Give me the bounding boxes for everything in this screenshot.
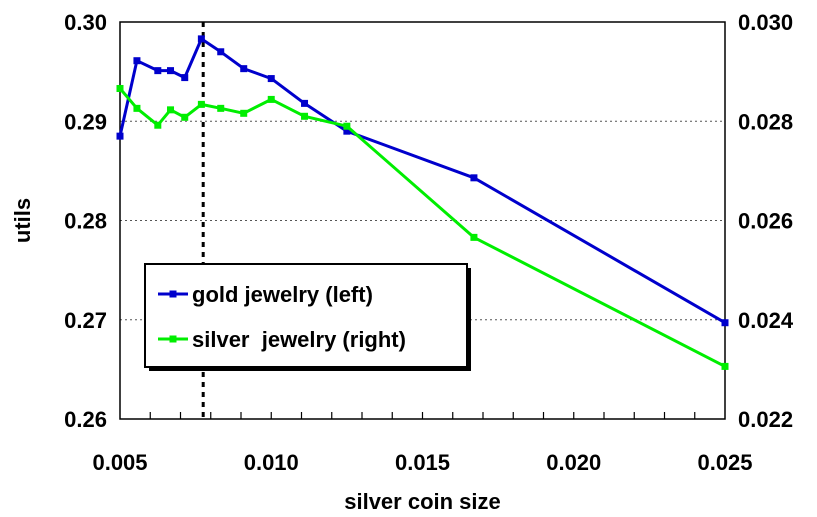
data-point [181, 113, 189, 121]
data-point [721, 362, 729, 370]
series-layer [116, 35, 729, 370]
x-tick-label: 0.025 [697, 450, 752, 475]
y-left-tick-label: 0.28 [64, 209, 107, 234]
x-tick-label: 0.015 [395, 450, 450, 475]
x-tick-label: 0.005 [92, 450, 147, 475]
y-right-tick-label: 0.030 [738, 10, 793, 35]
data-point [154, 121, 162, 129]
data-point [240, 109, 248, 117]
y-left-tick-labels: 0.26 0.27 0.28 0.29 0.30 [64, 10, 107, 432]
data-point [133, 57, 141, 65]
legend-item: gold jewelry (left) [158, 282, 373, 307]
legend-item: silver jewelry (right) [158, 327, 406, 352]
legend-shadow [149, 367, 471, 371]
legend-marker [169, 290, 177, 298]
data-point [301, 112, 309, 120]
data-point [721, 319, 729, 327]
y-left-tick-label: 0.30 [64, 10, 107, 35]
series-1 [116, 35, 729, 327]
x-tick-label: 0.010 [244, 450, 299, 475]
data-point [167, 67, 175, 75]
y-right-tick-label: 0.026 [738, 209, 793, 234]
x-axis-label: silver coin size [344, 489, 501, 514]
y-left-tick-label: 0.26 [64, 407, 107, 432]
legend-label: silver jewelry (right) [192, 327, 406, 352]
legend: gold jewelry (left) silver jewelry (right… [144, 263, 471, 371]
data-point [197, 35, 205, 43]
y-right-tick-labels: 0.022 0.024 0.026 0.028 0.030 [738, 10, 794, 432]
data-point [240, 65, 248, 73]
data-point [267, 75, 275, 83]
x-tick-labels: 0.005 0.010 0.015 0.020 0.025 [92, 450, 752, 475]
series-2 [116, 84, 729, 370]
data-point [116, 84, 124, 92]
data-point [217, 104, 225, 112]
data-point [197, 100, 205, 108]
data-point [301, 99, 309, 107]
y-left-tick-label: 0.27 [64, 308, 107, 333]
x-minor-ticks [149, 412, 696, 419]
y-right-tick-label: 0.022 [738, 407, 793, 432]
data-point [470, 174, 478, 182]
y-right-tick-label: 0.024 [738, 308, 794, 333]
data-point [154, 67, 162, 75]
data-point [343, 122, 351, 130]
legend-shadow [467, 268, 471, 371]
data-point [267, 95, 275, 103]
legend-items: gold jewelry (left) silver jewelry (right… [158, 282, 406, 352]
data-point [343, 127, 351, 135]
data-point [181, 74, 189, 82]
data-point [217, 48, 225, 56]
data-point [133, 104, 141, 112]
legend-marker [169, 335, 177, 343]
y-right-tick-label: 0.028 [738, 109, 793, 134]
y-left-tick-label: 0.29 [64, 109, 107, 134]
data-point [470, 233, 478, 241]
data-point [116, 132, 124, 140]
y-axis-label: utils [10, 198, 35, 243]
x-tick-label: 0.020 [546, 450, 601, 475]
legend-label: gold jewelry (left) [192, 282, 373, 307]
data-point [167, 106, 175, 114]
